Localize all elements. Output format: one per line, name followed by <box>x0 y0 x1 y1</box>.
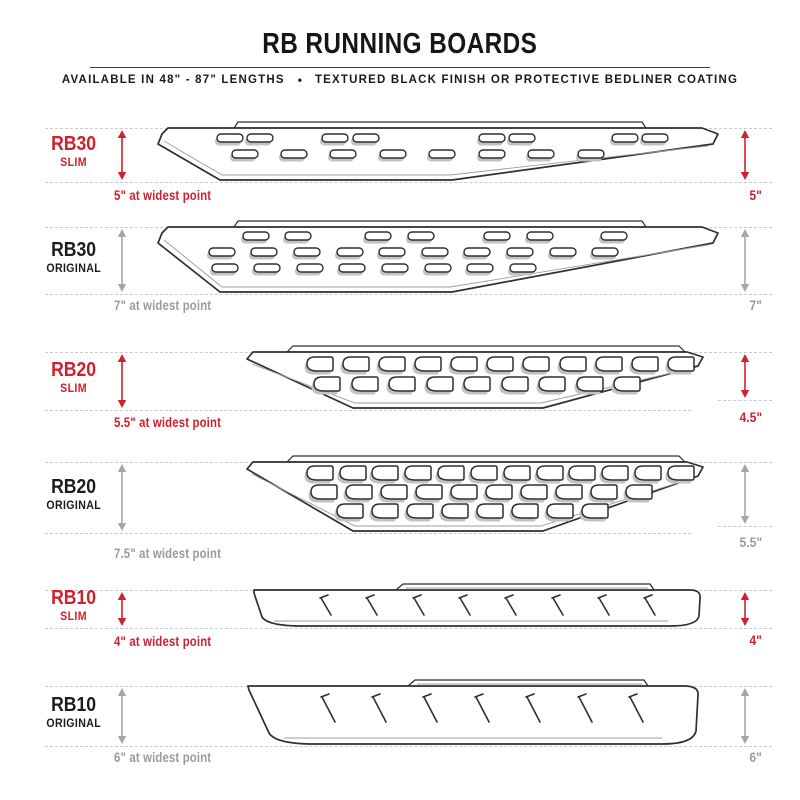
variant-name: ORIGINAL <box>46 499 102 512</box>
right-arrow-wrap <box>738 130 752 185</box>
model-label-rb10-original: RB10 ORIGINAL <box>8 695 140 731</box>
subtitle: AVAILABLE IN 48" - 87" LENGTHS • TEXTURE… <box>0 73 800 87</box>
left-arrow-wrap <box>115 592 129 631</box>
height-arrow-right-icon <box>740 592 750 626</box>
height-measurement-label: 7" <box>749 298 762 313</box>
left-arrow-wrap <box>115 464 129 536</box>
variant-name: SLIM <box>60 383 88 395</box>
widest-point-caption: 6" at widest point <box>114 750 212 765</box>
dash-bottom <box>45 294 772 295</box>
model-label-rb20-original: RB20 ORIGINAL <box>8 477 140 513</box>
board-drawing-rb30-slim <box>157 121 719 181</box>
left-arrow-wrap <box>115 229 129 297</box>
board-drawing-rb10-original <box>247 679 699 745</box>
variant-name: SLIM <box>60 611 88 623</box>
height-arrow-right-icon <box>740 130 750 180</box>
dash-bottom <box>45 182 772 183</box>
left-arrow-wrap <box>115 354 129 413</box>
model-name: RB20 <box>51 475 97 498</box>
subtitle-finish: TEXTURED BLACK FINISH OR PROTECTIVE BEDL… <box>314 74 739 86</box>
board-drawing-rb30-original <box>157 220 719 293</box>
model-name: RB30 <box>51 238 97 261</box>
height-arrow-left-icon <box>117 354 127 408</box>
height-arrow-left-icon <box>117 464 127 531</box>
model-name: RB20 <box>51 359 97 381</box>
height-measurement-label: 4.5" <box>739 410 762 425</box>
right-arrow-wrap <box>738 229 752 297</box>
height-measurement-label: 6" <box>749 750 762 765</box>
dash-right-sub <box>718 400 772 401</box>
widest-point-caption: 5.5" at widest point <box>114 415 222 430</box>
widest-point-caption: 4" at widest point <box>114 634 212 649</box>
model-label-rb30-slim: RB30 SLIM <box>8 134 140 170</box>
dash-bottom <box>45 746 772 747</box>
height-measurement-label: 5" <box>749 188 762 203</box>
height-arrow-left-icon <box>117 688 127 744</box>
model-name: RB10 <box>51 694 97 716</box>
right-arrow-wrap <box>738 354 752 403</box>
height-arrow-left-icon <box>117 229 127 292</box>
model-name: RB10 <box>51 587 97 609</box>
widest-point-caption: 7" at widest point <box>114 298 212 313</box>
model-label-rb20-slim: RB20 SLIM <box>8 360 140 396</box>
page-title: RB RUNNING BOARDS <box>0 28 800 61</box>
right-arrow-wrap <box>738 464 752 529</box>
subtitle-lengths: AVAILABLE IN 48" - 87" LENGTHS <box>61 74 285 86</box>
model-label-rb30-original: RB30 ORIGINAL <box>8 240 140 276</box>
height-arrow-left-icon <box>117 592 127 626</box>
variant-name: ORIGINAL <box>46 262 102 275</box>
variant-name: SLIM <box>60 157 88 169</box>
height-measurement-label: 5.5" <box>739 535 762 550</box>
dash-bottom <box>45 533 691 534</box>
left-arrow-wrap <box>115 130 129 185</box>
right-arrow-wrap <box>738 592 752 631</box>
height-arrow-left-icon <box>117 130 127 180</box>
widest-point-caption: 5" at widest point <box>114 188 212 203</box>
bullet-separator-icon: • <box>297 73 302 87</box>
height-arrow-right-icon <box>740 464 750 524</box>
board-drawing-rb10-slim <box>253 583 701 627</box>
title-divider <box>90 67 710 68</box>
dash-bottom <box>45 410 691 411</box>
variant-name: ORIGINAL <box>46 718 102 730</box>
board-drawing-rb20-original <box>246 455 704 532</box>
page-title-text: RB RUNNING BOARDS <box>262 28 538 60</box>
widest-point-caption: 7.5" at widest point <box>114 546 222 561</box>
height-arrow-right-icon <box>740 688 750 744</box>
height-measurement-label: 4" <box>749 633 762 648</box>
left-arrow-wrap <box>115 688 129 749</box>
board-drawing-rb20-slim <box>246 345 704 409</box>
model-name: RB30 <box>51 133 97 155</box>
height-arrow-right-icon <box>740 229 750 292</box>
right-arrow-wrap <box>738 688 752 749</box>
dash-bottom <box>45 628 772 629</box>
dash-right-sub <box>718 526 772 527</box>
height-arrow-right-icon <box>740 354 750 398</box>
model-label-rb10-slim: RB10 SLIM <box>8 588 140 624</box>
